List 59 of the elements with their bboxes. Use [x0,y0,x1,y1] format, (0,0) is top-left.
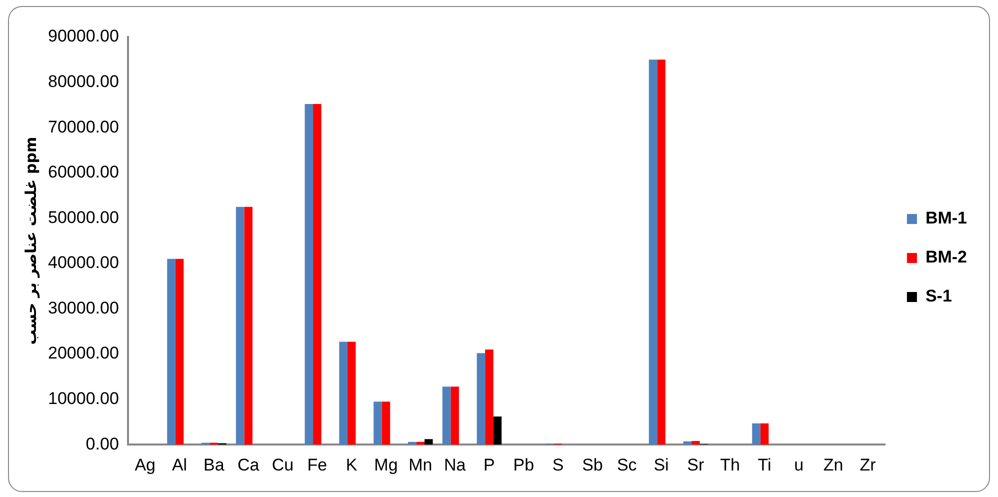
bar [175,258,184,445]
y-axis-title: غلضت عناصر بر حسب ppm [22,136,40,345]
x-tick-label: Ti [758,455,772,474]
x-tick-label: Sc [616,455,638,474]
x-tick-label: Sr [687,455,705,474]
y-tick-label: 70000.00 [48,117,119,136]
bar [476,353,486,445]
bar [236,206,244,445]
x-tick-label: Sb [582,455,603,474]
y-tick-label: 40000.00 [48,253,119,272]
bar [450,386,459,445]
bar [382,402,390,445]
bar [424,439,433,445]
y-tick-label: 50000.00 [48,208,119,227]
bar [648,60,658,445]
x-tick-label: Fe [307,455,328,474]
bar [493,416,502,445]
y-tick-label: 60000.00 [48,162,119,182]
y-tick-label: 30000.00 [48,298,119,318]
x-tick-label: u [794,455,804,474]
bar [408,442,416,445]
x-tick-label: Ba [204,455,225,474]
bar [683,441,692,445]
legend-label: BM-1 [925,208,968,228]
x-tick-label: Th [720,455,740,474]
bar [374,402,382,445]
x-tick-label: Zn [823,455,844,474]
bar [167,258,176,445]
bar [752,423,760,445]
x-tick-label: Pb [513,455,534,474]
x-tick-label: Na [444,455,466,474]
y-tick-label: 80000.00 [48,72,119,91]
legend-label: BM-2 [925,248,968,267]
x-tick-label: Al [172,455,188,474]
bar [304,104,314,445]
x-tick-label: Mg [374,455,398,474]
y-tick-label: 90000.00 [48,26,119,46]
x-tick-label: Ca [237,455,260,474]
bar [657,60,666,445]
y-tick-label: 10000.00 [48,389,119,408]
x-tick-label: Ag [134,455,156,474]
bar [760,423,769,445]
bar [347,342,356,445]
legend-label: S-1 [925,286,952,306]
y-tick-label: 20000.00 [48,344,119,363]
bar [244,206,252,445]
x-tick-label: Cu [272,455,294,474]
x-tick-label: S [552,455,564,474]
bar [442,386,451,445]
x-tick-label: P [484,455,495,474]
bar [692,440,700,445]
x-tick-label: Zr [860,455,876,474]
y-tick-label: 0.00 [86,434,119,454]
x-tick-label: Mn [408,455,432,474]
bar [485,349,494,445]
bar [339,342,348,445]
x-tick-label: Si [654,455,669,474]
x-tick-label: K [346,455,358,474]
bar [313,104,322,445]
